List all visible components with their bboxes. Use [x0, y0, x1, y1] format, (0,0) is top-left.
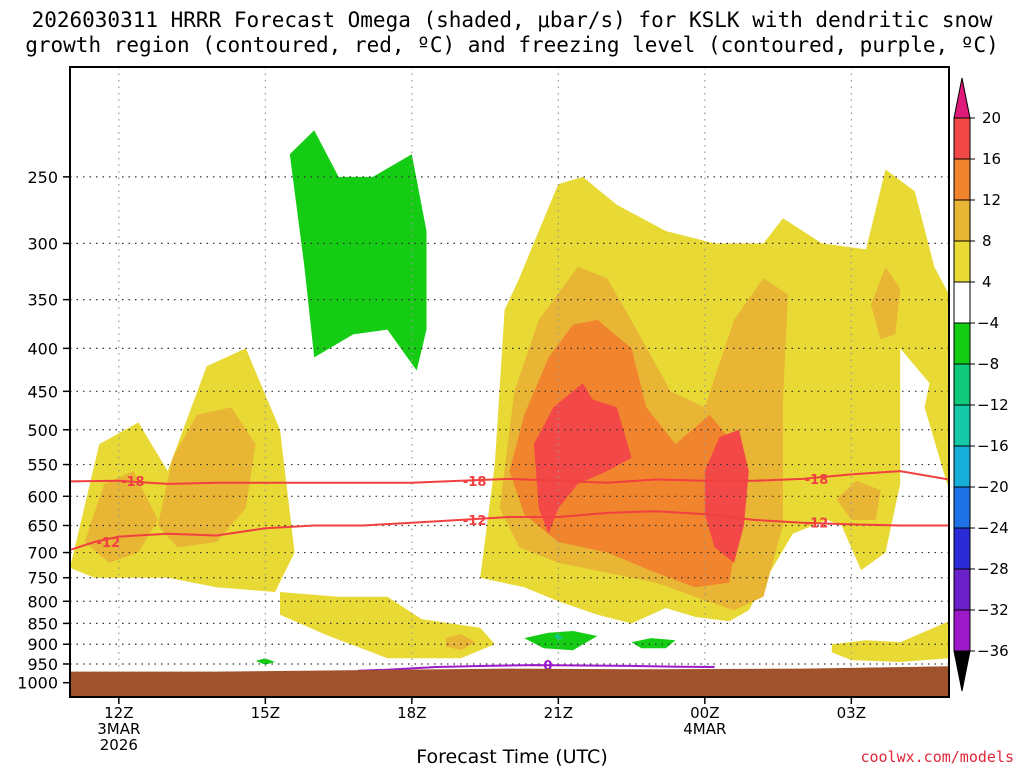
- freezing-contour-label-0-0: 0: [543, 659, 552, 674]
- colorbar-extend-bottom: [953, 650, 971, 692]
- colorbar-label-11: 12: [982, 191, 1001, 209]
- ytick-label-3: 400: [27, 339, 58, 358]
- colorbar: −36 −32 −28 −24 −20 −16 −12 −8 −4 4 8 12 16 20: [953, 77, 1009, 692]
- colorbar-label-3: −24: [977, 519, 1009, 537]
- colorbar-label-0: −36: [977, 642, 1009, 660]
- omega-shading: [70, 130, 949, 665]
- colorbar-band-10: [953, 199, 971, 242]
- ytick-label-4: 450: [27, 382, 58, 401]
- omega-region-5: [157, 407, 256, 548]
- snow-growth-contour-label-0-0: -18: [121, 475, 145, 490]
- ytick-label-6: 550: [27, 456, 58, 475]
- plot-frame: [69, 66, 950, 698]
- xtick-label-2-0: 18Z: [397, 704, 426, 722]
- ytick-label-1: 300: [27, 234, 58, 253]
- colorbar-label-2: −28: [977, 560, 1009, 578]
- omega-region-1: [280, 592, 495, 659]
- ytick-label-12: 850: [27, 614, 58, 633]
- colorbar-band-5: [953, 404, 971, 447]
- xtick-label-0-0: 12Z: [104, 704, 133, 722]
- colorbar-band-8: [953, 281, 971, 324]
- omega-region-16: [255, 658, 276, 665]
- snow-growth-contour-label-0-2: -18: [805, 473, 829, 488]
- xtick-label-4-0: 00Z: [690, 704, 719, 722]
- colorbar-label-10: 8: [982, 232, 992, 250]
- colorbar-band-2: [953, 527, 971, 570]
- snow-growth-contour-0: [70, 470, 949, 485]
- freezing-contour-0: [358, 664, 715, 672]
- colorbar-band-3: [953, 486, 971, 529]
- x-axis-label: Forecast Time (UTC): [416, 746, 608, 768]
- colorbar-band-7: [953, 322, 971, 365]
- colorbar-extend-top: [953, 77, 971, 119]
- ytick-label-8: 650: [27, 517, 58, 536]
- colorbar-label-7: −8: [977, 355, 999, 373]
- omega-region-13: [289, 130, 427, 371]
- colorbar-label-6: −12: [977, 396, 1009, 414]
- colorbar-label-4: −20: [977, 478, 1009, 496]
- colorbar-label-5: −16: [977, 437, 1009, 455]
- omega-region-14: [524, 631, 598, 651]
- ytick-label-2: 350: [27, 291, 58, 310]
- omega-region-9: [836, 480, 881, 520]
- colorbar-label-12: 16: [982, 150, 1001, 168]
- snow-growth-contour-1: [70, 510, 949, 551]
- xtick-label-5-0: 03Z: [837, 704, 866, 722]
- terrain-fill: [70, 666, 949, 697]
- colorbar-label-8: −4: [977, 314, 999, 332]
- snow-growth-contour-label-1-0: -12: [97, 536, 121, 551]
- ytick-label-11: 800: [27, 592, 58, 611]
- xtick-label-0-2: 2026: [100, 736, 138, 754]
- y-axis: 250 300 350 400 450 500 550 600 650 700 750 800 850 9…: [17, 168, 70, 693]
- ytick-label-15: 1000: [17, 674, 58, 693]
- xtick-label-1-0: 15Z: [251, 704, 280, 722]
- omega-region-8: [870, 266, 901, 340]
- snow-growth-contour-label-1-1: -12: [463, 514, 487, 529]
- omega-region-3: [831, 621, 949, 662]
- colorbar-band-6: [953, 363, 971, 406]
- xtick-label-4-1: 4MAR: [683, 720, 726, 738]
- credit-text: coolwx.com/models: [860, 748, 1014, 766]
- contours: -18 -18 -18 -12 -12 -12 0: [70, 470, 949, 674]
- terrain: [70, 666, 949, 697]
- omega-region-15: [631, 638, 676, 649]
- colorbar-band-4: [953, 445, 971, 488]
- colorbar-label-13: 20: [982, 109, 1001, 127]
- colorbar-band-9: [953, 240, 971, 283]
- grid: [70, 67, 949, 697]
- omega-region-7: [446, 634, 476, 651]
- colorbar-label-1: −32: [977, 601, 1009, 619]
- ytick-label-10: 750: [27, 569, 58, 588]
- ytick-label-14: 950: [27, 655, 58, 674]
- ytick-label-13: 900: [27, 635, 58, 654]
- omega-region-17: [553, 634, 564, 641]
- snow-growth-contour-label-0-1: -18: [463, 475, 487, 490]
- ytick-label-5: 500: [27, 421, 58, 440]
- ytick-label-9: 700: [27, 544, 58, 563]
- colorbar-label-9: 4: [982, 273, 992, 291]
- chart-title: 2026030311 HRRR Forecast Omega (shaded, …: [25, 8, 999, 57]
- ytick-label-7: 600: [27, 487, 58, 506]
- xtick-label-3-0: 21Z: [544, 704, 573, 722]
- colorbar-band-0: [953, 609, 971, 652]
- xtick-label-0-1: 3MAR: [97, 720, 140, 738]
- snow-growth-contour-label-1-2: -12: [805, 517, 829, 532]
- colorbar-band-1: [953, 568, 971, 611]
- ytick-label-0: 250: [27, 168, 58, 187]
- colorbar-band-11: [953, 158, 971, 201]
- colorbar-band-12: [953, 117, 971, 160]
